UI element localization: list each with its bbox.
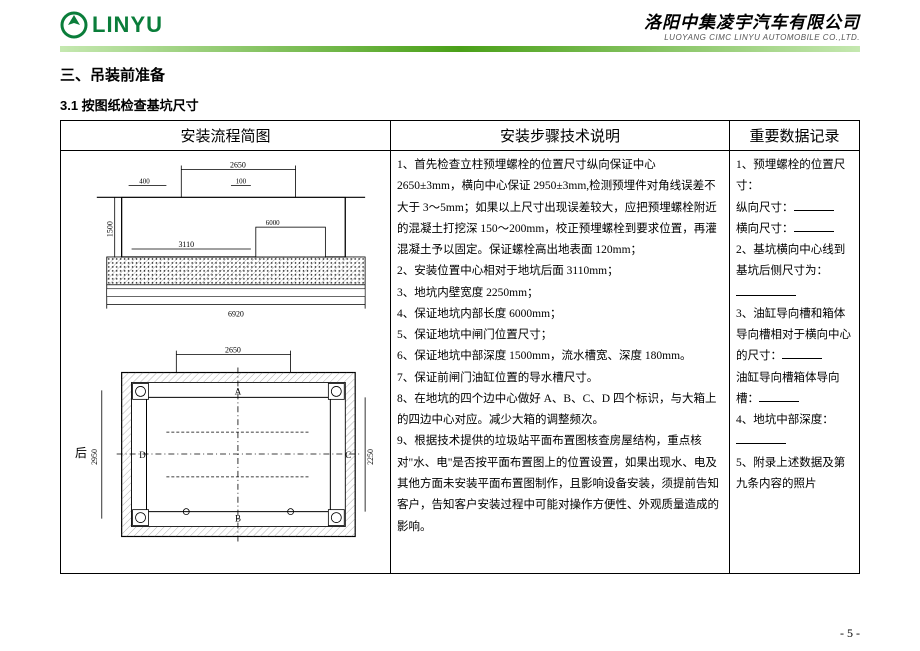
section-subtitle: 3.1 按图纸检查基坑尺寸: [60, 95, 860, 114]
step-9: 9、根据技术提供的垃圾站平面布置图核查房屋结构，重点核对"水、电"是否按平面布置…: [397, 431, 723, 537]
diagram-section: 2650 400 100: [67, 157, 385, 342]
th-diagram: 安装流程简图: [61, 121, 391, 151]
dim-1500: 1500: [106, 221, 115, 237]
data-item: [736, 283, 853, 304]
step-2: 2、安装位置中心相对于地坑后面 3110mm；: [397, 261, 723, 282]
dim-2950: 2950: [90, 449, 99, 465]
dim-400: 400: [139, 177, 150, 185]
data-item: 3、油缸导向槽和箱体导向槽相对于横向中心的尺寸：: [736, 304, 853, 368]
dim-3110: 3110: [178, 240, 194, 249]
main-table: 安装流程简图 安装步骤技术说明 重要数据记录 2650 400: [60, 120, 860, 574]
content-area: 三、吊装前准备 3.1 按图纸检查基坑尺寸 安装流程简图 安装步骤技术说明 重要…: [0, 52, 920, 574]
dim-2650: 2650: [230, 161, 246, 170]
step-1: 1、首先检查立柱预埋螺栓的位置尺寸纵向保证中心 2650±3mm，横向中心保证 …: [397, 155, 723, 261]
company-name-en: LUOYANG CIMC LINYU AUTOMOBILE CO.,LTD.: [644, 33, 860, 42]
brand-text: LINYU: [92, 12, 163, 38]
mark-a: A: [235, 386, 242, 396]
table-header-row: 安装流程简图 安装步骤技术说明 重要数据记录: [61, 121, 860, 151]
dim-100: 100: [236, 177, 247, 185]
data-item: 4、地坑中部深度：: [736, 410, 853, 431]
data-item: 油缸导向槽箱体导向槽：: [736, 368, 853, 411]
table-body-row: 2650 400 100: [61, 151, 860, 574]
dim-6000: 6000: [266, 219, 280, 227]
logo-icon: [60, 11, 88, 39]
dim-2650b: 2650: [225, 346, 241, 355]
dim-6920: 6920: [228, 310, 244, 319]
data-item: [736, 431, 853, 452]
step-5: 5、保证地坑中闸门位置尺寸；: [397, 325, 723, 346]
company-name-cn: 洛阳中集凌宇汽车有限公司: [644, 8, 860, 33]
step-7: 7、保证前闸门油缸位置的导水槽尺寸。: [397, 368, 723, 389]
step-3: 3、地坑内壁宽度 2250mm；: [397, 283, 723, 304]
mark-d: D: [139, 450, 146, 460]
dim-2250: 2250: [366, 449, 375, 465]
th-data: 重要数据记录: [730, 121, 860, 151]
diagram-cell: 2650 400 100: [61, 151, 391, 574]
step-8: 8、在地坑的四个边中心做好 A、B、C、D 四个标识，与大箱上的四边中心对应。减…: [397, 389, 723, 432]
company-block: 洛阳中集凌宇汽车有限公司 LUOYANG CIMC LINYU AUTOMOBI…: [644, 8, 860, 42]
section-title: 三、吊装前准备: [60, 64, 860, 85]
mark-c: C: [345, 450, 351, 460]
diagram-plan: 2650: [67, 342, 385, 567]
step-4: 4、保证地坑内部长度 6000mm；: [397, 304, 723, 325]
data-item: 横向尺寸：: [736, 219, 853, 240]
data-item: 2、基坑横向中心线到基坑后侧尺寸为：: [736, 240, 853, 283]
step-6: 6、保证地坑中部深度 1500mm，流水槽宽、深度 180mm。: [397, 346, 723, 367]
page-header: LINYU 洛阳中集凌宇汽车有限公司 LUOYANG CIMC LINYU AU…: [0, 0, 920, 42]
th-steps: 安装步骤技术说明: [391, 121, 730, 151]
steps-cell: 1、首先检查立柱预埋螺栓的位置尺寸纵向保证中心 2650±3mm，横向中心保证 …: [391, 151, 730, 574]
label-rear: 后: [75, 446, 87, 460]
mark-b: B: [235, 514, 241, 524]
page-number: - 5 -: [840, 626, 860, 641]
logo-block: LINYU: [60, 11, 163, 39]
data-item: 5、附录上述数据及第九条内容的照片: [736, 453, 853, 496]
data-cell: 1、预埋螺栓的位置尺寸： 纵向尺寸： 横向尺寸： 2、基坑横向中心线到基坑后侧尺…: [730, 151, 860, 574]
data-item: 1、预埋螺栓的位置尺寸：: [736, 155, 853, 198]
data-item: 纵向尺寸：: [736, 198, 853, 219]
